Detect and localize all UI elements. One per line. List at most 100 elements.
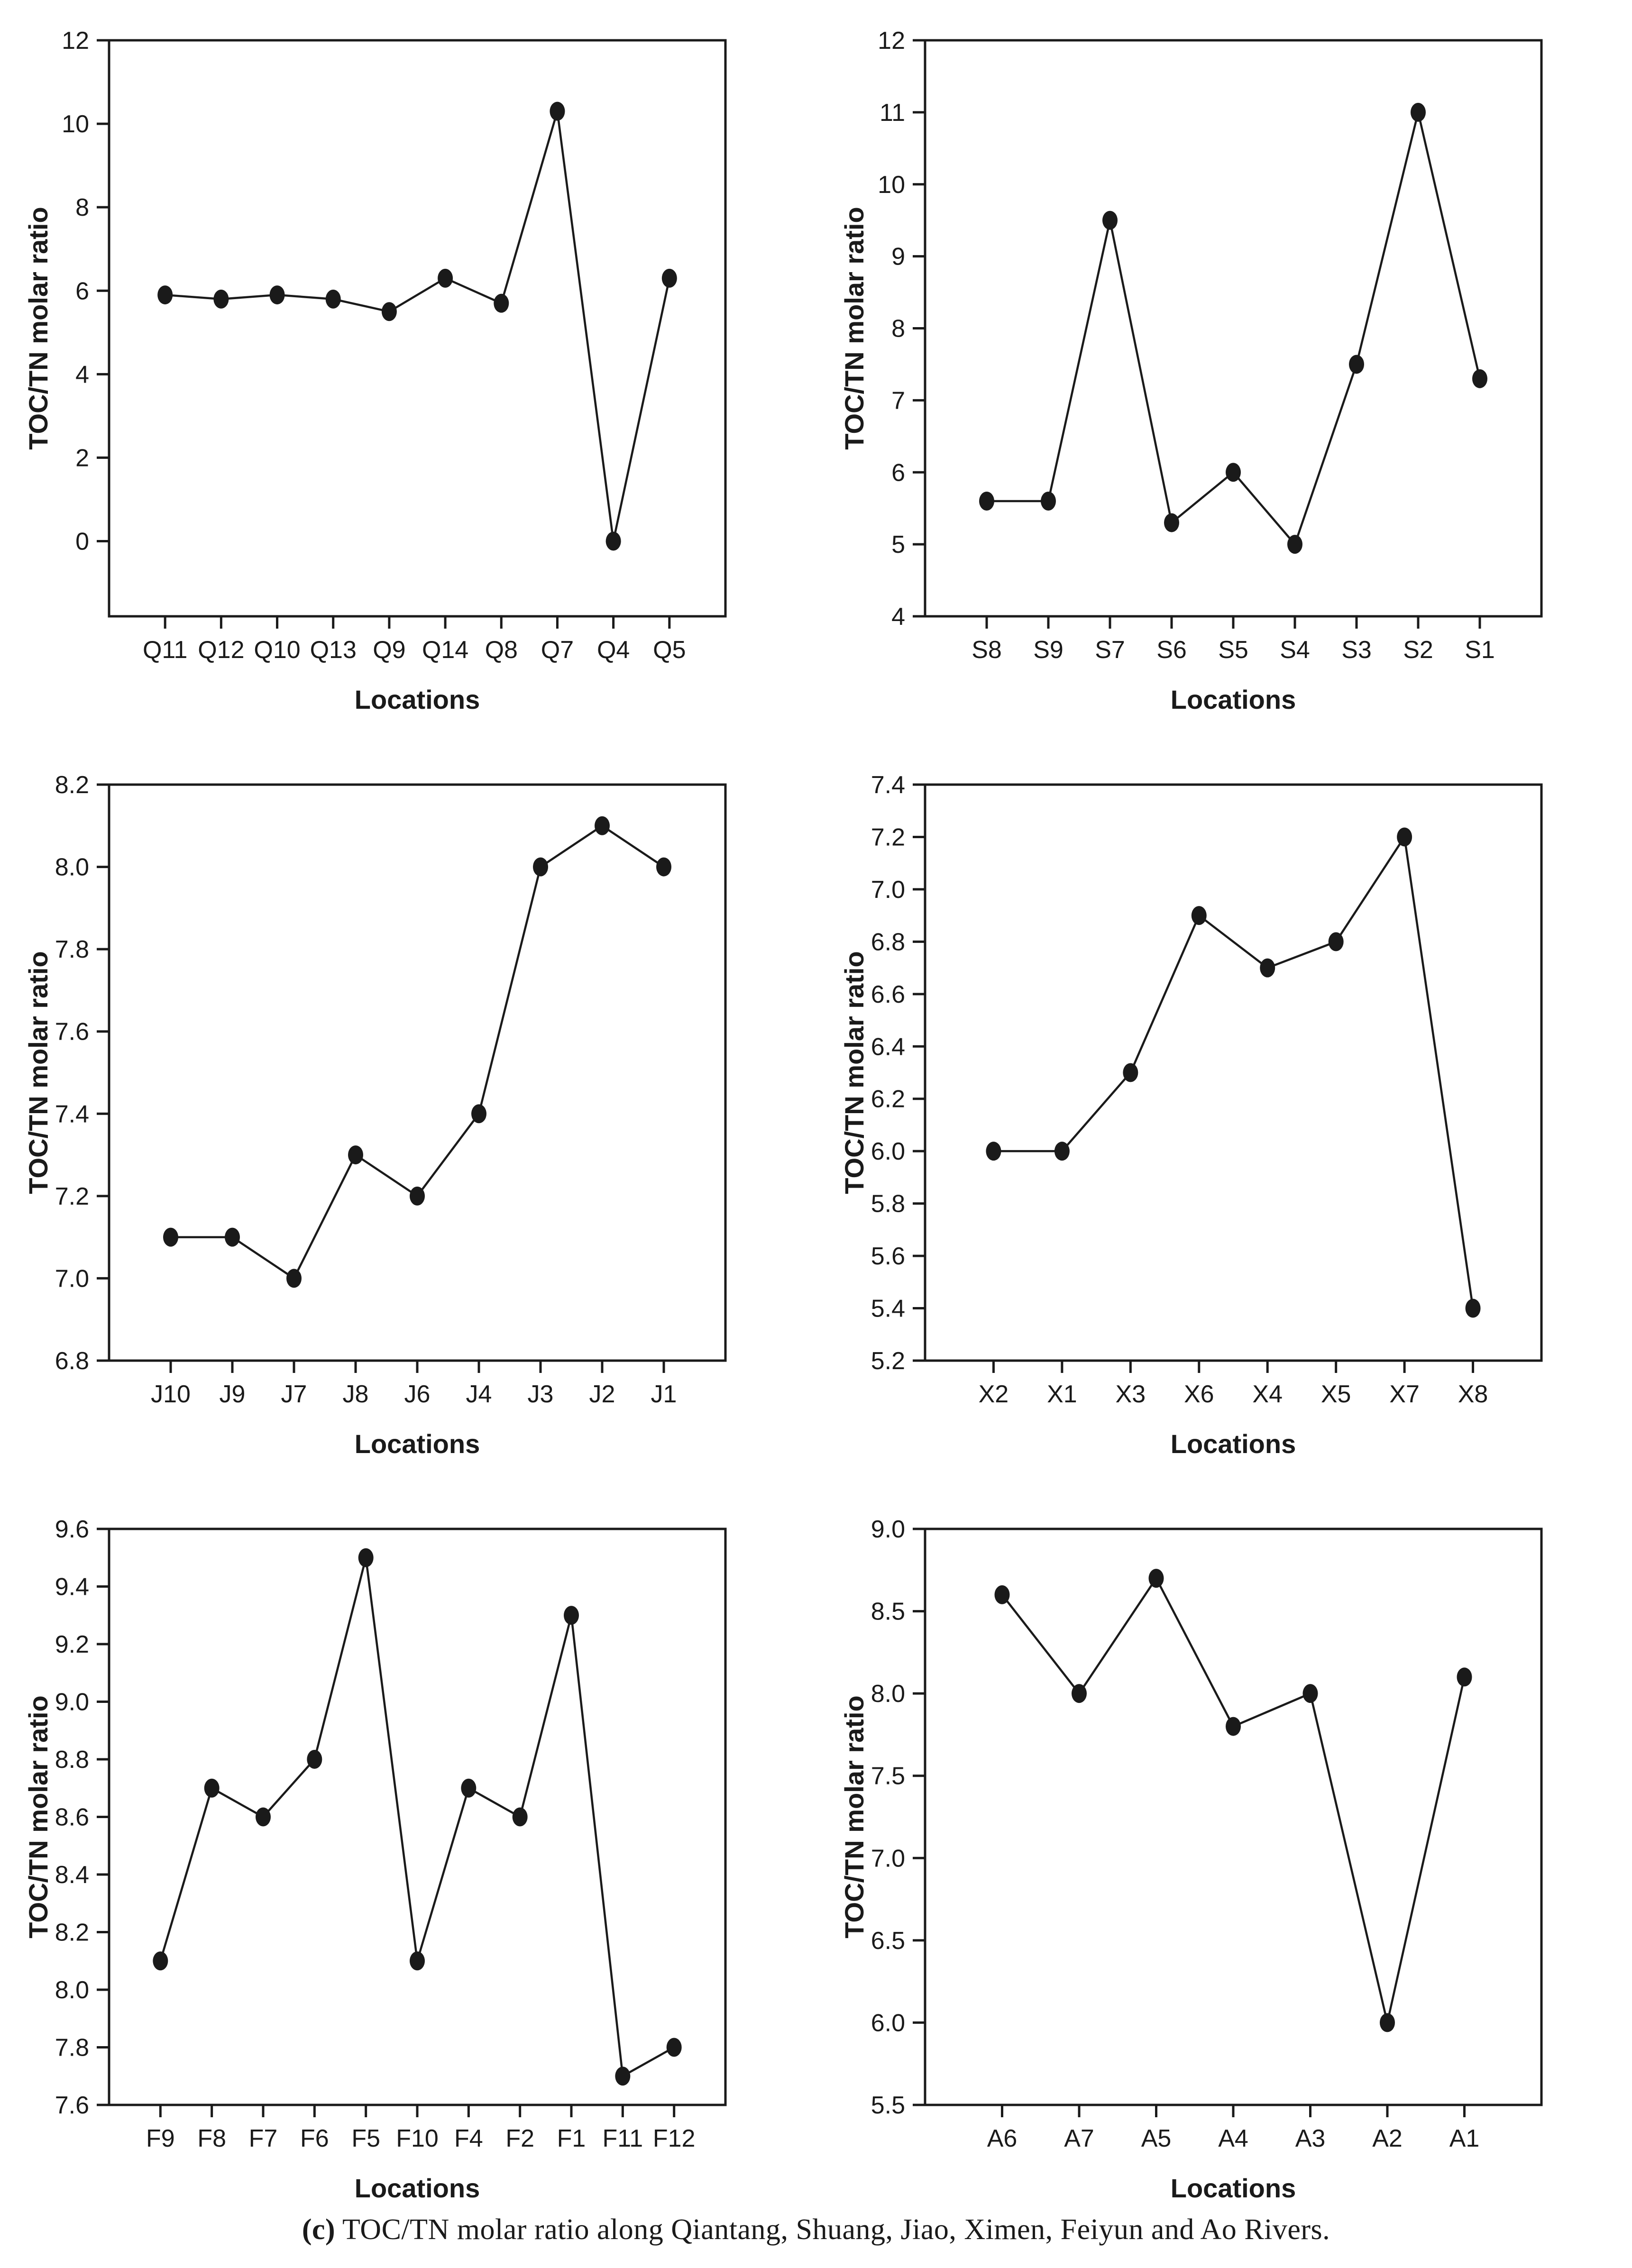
y-tick-label: 4 xyxy=(75,361,89,388)
chart-ximen-river: 5.2 5.4 5.6 5.8 6.0 6.2 6.4 6.6 6.8 7.0 7.2 7.4 X2 X1… xyxy=(816,744,1632,1455)
data-point xyxy=(533,857,548,877)
x-category-label: Q13 xyxy=(310,636,357,664)
data-point xyxy=(605,531,621,551)
x-category-label: A5 xyxy=(1141,2125,1172,2152)
chart-svg-shuang: 4 5 6 7 8 9 10 11 12 S8 S9 S7 S6 S5 S4 S3 S2 S1 TOC/TN mol… xyxy=(839,27,1543,711)
y-tick-label: 6.4 xyxy=(871,1033,905,1061)
x-category-label: J3 xyxy=(528,1381,554,1408)
data-point xyxy=(348,1145,363,1165)
x-category-label: J6 xyxy=(404,1381,431,1408)
x-category-label: J4 xyxy=(466,1381,492,1408)
data-point xyxy=(979,492,994,511)
y-tick-label: 6 xyxy=(75,277,89,305)
data-point xyxy=(986,1142,1001,1161)
x-category-label: S6 xyxy=(1156,636,1187,664)
x-category-label: X7 xyxy=(1389,1381,1420,1408)
figure-caption: (c) TOC/TN molar ratio along Qiantang, S… xyxy=(0,2213,1632,2247)
chart-svg-feiyun: 7.6 7.8 8.0 8.2 8.4 8.6 8.8 9.0 9.2 9.4 9.6 F9 F8 F7 F… xyxy=(23,1516,727,2200)
x-category-label: F1 xyxy=(557,2125,586,2152)
data-point xyxy=(1380,2013,1395,2032)
x-category-label: A4 xyxy=(1218,2125,1248,2152)
data-point xyxy=(204,1778,220,1798)
x-category-label: A7 xyxy=(1064,2125,1094,2152)
x-category-label: S2 xyxy=(1403,636,1433,664)
x-category-label: F6 xyxy=(300,2125,329,2152)
x-category-label: F11 xyxy=(602,2125,643,2152)
y-axis-title: TOC/TN molar ratio xyxy=(839,207,869,449)
chart-qiantang-river: 0 2 4 6 8 10 12 Q11 Q12 Q10 Q13 Q9 Q14 Q8 Q7 Q4 Q5 TOC/TN… xyxy=(0,0,816,711)
y-tick-label: 8 xyxy=(891,315,905,343)
y-tick-label: 8.4 xyxy=(55,1861,89,1889)
data-point xyxy=(286,1269,302,1288)
chart-feiyun-river: 7.6 7.8 8.0 8.2 8.4 8.6 8.8 9.0 9.2 9.4 9.6 F9 F8 F7 F… xyxy=(0,1489,816,2200)
y-tick-label: 7.5 xyxy=(871,1763,905,1790)
y-tick-label: 5.4 xyxy=(871,1295,905,1323)
x-category-label: Q7 xyxy=(541,636,574,664)
data-point xyxy=(1041,492,1056,511)
y-tick-label: 5.6 xyxy=(871,1243,905,1270)
data-point xyxy=(1226,1717,1241,1736)
y-tick-label: 7.4 xyxy=(55,1100,89,1128)
x-axis-title: Locations xyxy=(355,685,480,711)
y-axis-title: TOC/TN molar ratio xyxy=(23,1695,53,1938)
data-point xyxy=(550,101,565,121)
x-category-label: A1 xyxy=(1449,2125,1480,2152)
y-tick-label: 8.2 xyxy=(55,1919,89,1947)
y-tick-label: 8.0 xyxy=(871,1680,905,1708)
y-tick-label: 12 xyxy=(878,27,905,55)
data-point xyxy=(1457,1667,1472,1687)
chart-svg-ximen: 5.2 5.4 5.6 5.8 6.0 6.2 6.4 6.6 6.8 7.0 7.2 7.4 X2 X1… xyxy=(839,771,1543,1455)
x-category-label: J1 xyxy=(651,1381,677,1408)
x-axis-title: Locations xyxy=(355,2173,480,2200)
y-tick-label: 8 xyxy=(75,194,89,221)
y-tick-label: 8.8 xyxy=(55,1746,89,1774)
x-category-label: A3 xyxy=(1295,2125,1326,2152)
data-point xyxy=(1148,1569,1164,1588)
data-point xyxy=(595,816,610,835)
y-tick-label: 6.8 xyxy=(871,928,905,956)
x-category-label: Q9 xyxy=(373,636,405,664)
x-category-label: X5 xyxy=(1321,1381,1351,1408)
y-tick-label: 7 xyxy=(891,387,905,414)
data-point xyxy=(1191,906,1207,925)
y-tick-label: 5.5 xyxy=(871,2092,905,2119)
x-category-label: J2 xyxy=(589,1381,615,1408)
y-axis-title: TOC/TN molar ratio xyxy=(23,951,53,1194)
x-axis-title: Locations xyxy=(1171,1429,1296,1455)
data-point xyxy=(225,1227,240,1247)
data-line xyxy=(165,111,671,541)
y-tick-label: 9.4 xyxy=(55,1573,89,1601)
data-line xyxy=(159,1557,675,2078)
y-tick-label: 9.0 xyxy=(871,1516,905,1543)
data-point xyxy=(666,2038,682,2057)
x-axis-title: Locations xyxy=(1171,685,1296,711)
data-point xyxy=(1411,102,1426,122)
x-category-label: S9 xyxy=(1033,636,1064,664)
caption-panel-label: (c) xyxy=(302,2213,336,2246)
x-category-label: J8 xyxy=(343,1381,369,1408)
y-tick-label: 4 xyxy=(891,603,905,631)
plot-frame xyxy=(108,39,727,618)
y-tick-label: 5 xyxy=(891,531,905,558)
caption-text: TOC/TN molar ratio along Qiantang, Shuan… xyxy=(335,2213,1330,2246)
data-point xyxy=(438,268,453,288)
data-point xyxy=(994,1585,1010,1604)
y-tick-label: 7.6 xyxy=(55,2092,89,2119)
x-category-label: S4 xyxy=(1280,636,1310,664)
x-axis-title: Locations xyxy=(355,1429,480,1455)
y-tick-label: 6.8 xyxy=(55,1347,89,1375)
data-point xyxy=(325,289,341,309)
y-tick-label: 9 xyxy=(891,243,905,271)
data-point xyxy=(256,1807,271,1827)
y-tick-label: 9.2 xyxy=(55,1631,89,1658)
y-tick-label: 8.6 xyxy=(55,1804,89,1831)
y-tick-label: 7.2 xyxy=(871,823,905,851)
data-point xyxy=(512,1807,528,1827)
data-point xyxy=(1349,355,1364,374)
data-point xyxy=(1472,369,1487,388)
y-tick-label: 7.0 xyxy=(871,1845,905,1872)
data-point xyxy=(1123,1063,1138,1082)
data-point xyxy=(461,1778,477,1798)
y-tick-label: 7.6 xyxy=(55,1018,89,1046)
